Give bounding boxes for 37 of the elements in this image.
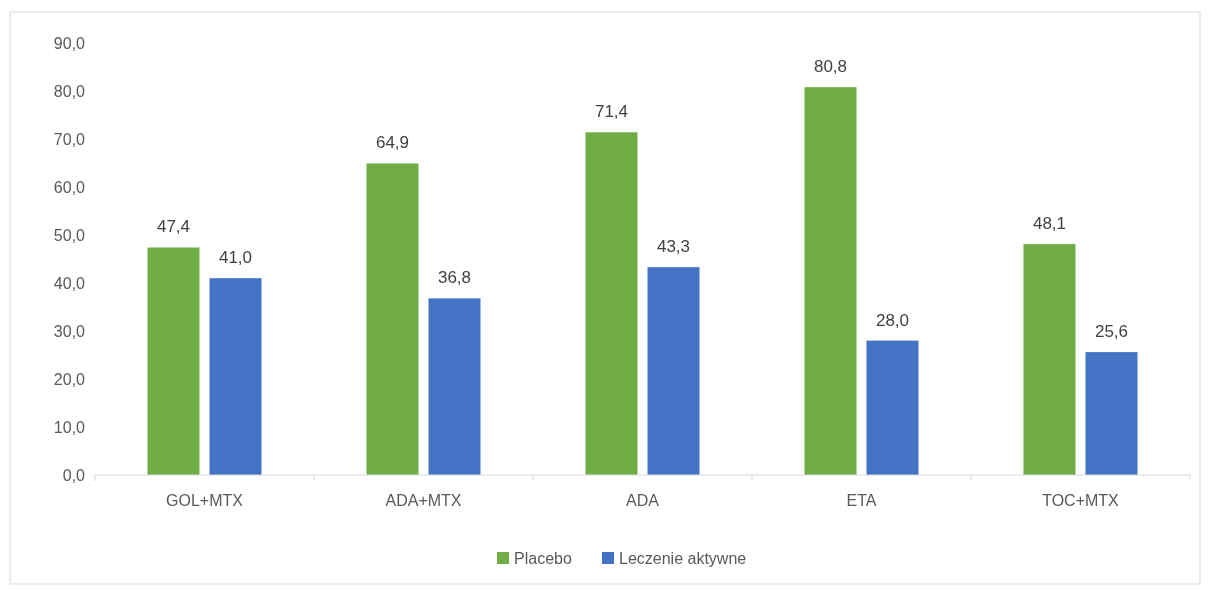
bar <box>428 298 481 475</box>
x-tick-label: ADA <box>626 492 660 509</box>
bar <box>147 247 200 475</box>
bar <box>366 163 419 475</box>
data-label: 28,0 <box>875 310 910 330</box>
data-label: 41,0 <box>218 248 253 268</box>
x-tick-label: GOL+MTX <box>166 492 244 509</box>
y-tick-label: 70,0 <box>53 130 86 148</box>
y-tick-label: 20,0 <box>53 370 86 388</box>
x-tick-label: TOC+MTX <box>1042 492 1120 509</box>
data-label: 47,4 <box>156 217 191 237</box>
x-tick-label: ETA <box>846 492 877 509</box>
bar <box>1023 244 1076 475</box>
data-label: 36,8 <box>437 268 472 288</box>
y-tick-label: 50,0 <box>53 226 86 244</box>
y-tick-label: 60,0 <box>53 178 86 196</box>
data-label: 43,3 <box>656 237 691 257</box>
bar <box>866 340 919 475</box>
bar <box>585 132 638 475</box>
y-tick-label: 10,0 <box>53 418 86 436</box>
y-tick-label: 90,0 <box>53 34 86 52</box>
bar <box>804 87 857 475</box>
legend-label: Leczenie aktywne <box>619 549 747 567</box>
data-label: 48,1 <box>1032 214 1067 234</box>
data-label: 71,4 <box>594 102 629 122</box>
y-tick-label: 0,0 <box>62 466 86 484</box>
x-tick-label: ADA+MTX <box>385 492 462 509</box>
bar <box>647 267 700 475</box>
data-label: 64,9 <box>375 133 410 153</box>
bar <box>1085 352 1138 475</box>
y-tick-label: 80,0 <box>53 82 86 100</box>
data-label: 80,8 <box>813 57 848 77</box>
data-label: 25,6 <box>1094 322 1129 342</box>
legend-label: Placebo <box>514 549 572 567</box>
bar <box>209 278 262 475</box>
y-tick-label: 40,0 <box>53 274 86 292</box>
y-tick-label: 30,0 <box>53 322 86 340</box>
